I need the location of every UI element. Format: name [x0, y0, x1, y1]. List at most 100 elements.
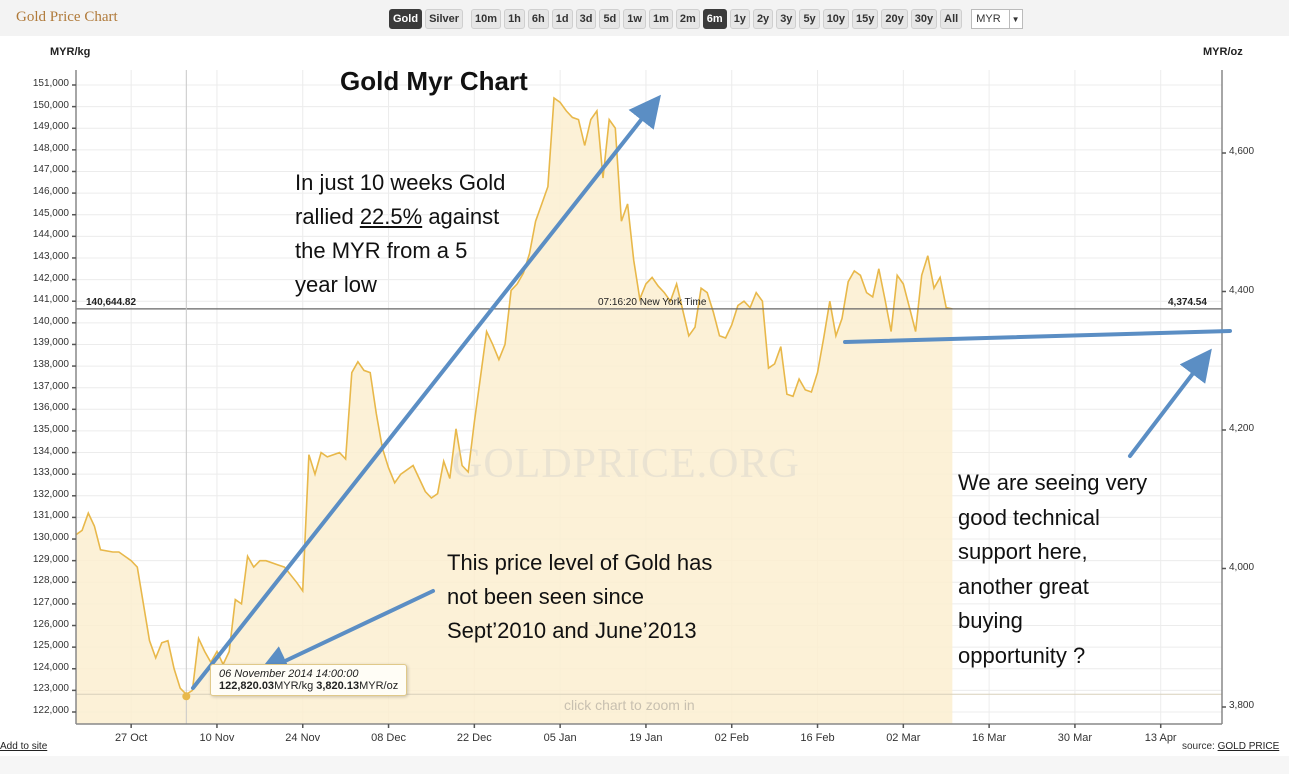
tooltip-date: 06 November 2014 14:00:00 [219, 668, 359, 680]
rally-percent: 22.5% [359, 204, 423, 229]
range-button-1d[interactable]: 1d [551, 9, 573, 29]
y-tick-label: 128,000 [32, 575, 69, 587]
range-button-30y[interactable]: 30y [910, 9, 938, 29]
annotation-rally-line: the MYR from a 5 [295, 238, 468, 263]
rally-arrow [191, 94, 661, 690]
y-tick-label: 150,000 [32, 99, 69, 111]
range-button-6h[interactable]: 6h [527, 9, 549, 29]
annotation-support: We are seeing very good technical suppor… [958, 466, 1147, 673]
range-button-1w[interactable]: 1w [623, 9, 646, 29]
range-button-10y[interactable]: 10y [822, 9, 850, 29]
annotation-level-line: not been seen since [447, 584, 644, 609]
range-button-1y[interactable]: 1y [729, 9, 750, 29]
tooltip-kg-unit: MYR/kg [274, 680, 314, 692]
y-tick-label: 135,000 [32, 423, 69, 435]
annotation-support-line: another great [958, 573, 1089, 599]
annotation-support-line: opportunity ? [958, 642, 1086, 668]
y-tick-label: 122,000 [32, 705, 69, 716]
range-button-2m[interactable]: 2m [675, 9, 700, 29]
x-tick-label: 27 Oct [114, 732, 148, 744]
range-button-3y[interactable]: 3y [776, 9, 797, 29]
range-button-1h[interactable]: 1h [504, 9, 525, 29]
add-to-site-link[interactable]: Add to site [0, 741, 48, 752]
y-tick-label: 127,000 [32, 596, 69, 608]
y-tick-label: 137,000 [32, 380, 69, 392]
y-tick-label: 145,000 [32, 207, 69, 219]
y-tick-label: 146,000 [32, 186, 69, 198]
price-area [76, 98, 953, 724]
x-tick-label: 16 Mar [971, 732, 1007, 744]
range-button-15y[interactable]: 15y [852, 9, 879, 29]
y-tick-label: 144,000 [32, 229, 69, 241]
y-right-tick-label: 3,800 [1229, 700, 1255, 711]
annotation-level-line: This price level of Gold has [447, 550, 713, 575]
annotation-level-line: Sept’2010 and June’2013 [447, 618, 697, 643]
range-button-20y[interactable]: 20y [881, 9, 908, 29]
range-button-group: 10m 1h 6h 1d 3d 5d 1w 1m 2m 6m 1y 2y 3y 5y 10y 15y 20y 30… [471, 9, 963, 29]
x-tick-label: 19 Jan [629, 732, 663, 744]
y-tick-label: 129,000 [32, 553, 69, 565]
tooltip-oz-value: 3,820.13 [316, 680, 360, 692]
range-button-5d[interactable]: 5d [599, 9, 621, 29]
currency-select-value: MYR [976, 13, 1001, 25]
annotation-support-line: good technical [958, 504, 1100, 530]
y-tick-label: 123,000 [32, 683, 69, 695]
tooltip-values: 122,820.03MYR/kg 3,820.13MYR/oz [219, 680, 398, 692]
y-right-tick-label: 4,000 [1229, 561, 1255, 573]
top-bar: Gold Price Chart Gold Silver 10m 1h 6h 1d 3d… [0, 0, 1289, 36]
y-tick-label: 130,000 [32, 532, 69, 544]
support-line [843, 329, 1232, 344]
metal-button-silver[interactable]: Silver [425, 9, 464, 29]
range-button-10m[interactable]: 10m [471, 9, 502, 29]
toolbar: Gold Silver 10m 1h 6h 1d 3d 5d 1w 1m 2m 6m 1y 2y 3y 5… [389, 9, 1023, 29]
annotation-price-level: This price level of Gold has not been se… [447, 546, 712, 648]
annotation-rally-line: year low [295, 272, 377, 297]
y-tick-label: 149,000 [32, 121, 69, 133]
chart-title: Gold Myr Chart [340, 66, 528, 96]
metal-button-gold[interactable]: Gold [389, 9, 423, 29]
currency-select[interactable]: MYR ▼ [971, 9, 1023, 29]
range-button-3d[interactable]: 3d [575, 9, 597, 29]
annotation-text: against [422, 204, 500, 229]
y-tick-label: 141,000 [32, 294, 69, 306]
y-tick-label: 148,000 [32, 142, 69, 154]
annotation-rally-line: rallied 22.5% against [295, 200, 505, 234]
y-tick-label: 139,000 [32, 337, 69, 349]
range-button-2y[interactable]: 2y [752, 9, 774, 29]
y-tick-label: 125,000 [32, 640, 69, 652]
annotation-rally: In just 10 weeks Gold rallied 22.5% agai… [295, 166, 505, 302]
x-tick-label: 02 Mar [886, 732, 921, 744]
price-tooltip: 06 November 2014 14:00:00 122,820.03MYR/… [210, 664, 408, 696]
range-button-all[interactable]: All [940, 9, 963, 29]
y-tick-label: 133,000 [32, 467, 69, 479]
chevron-down-icon[interactable]: ▼ [1008, 10, 1022, 28]
y-right-tick-label: 4,400 [1229, 284, 1255, 296]
y-tick-label: 124,000 [32, 661, 69, 673]
y-tick-label: 132,000 [32, 488, 69, 500]
zoom-hint: click chart to zoom in [564, 697, 695, 713]
range-button-6m[interactable]: 6m [702, 9, 727, 29]
bottom-bar [0, 756, 1289, 774]
left-axis-unit: MYR/kg [50, 46, 91, 58]
x-tick-label: 22 Dec [456, 732, 492, 744]
y-tick-label: 151,000 [32, 78, 69, 89]
y-tick-label: 143,000 [32, 250, 69, 262]
y-tick-label: 138,000 [32, 359, 69, 371]
y-right-tick-label: 4,600 [1229, 146, 1255, 157]
y-tick-label: 147,000 [32, 164, 69, 176]
watermark: GOLDPRICE.ORG [452, 441, 800, 487]
annotation-support-line: buying [958, 608, 1023, 633]
range-button-1m[interactable]: 1m [648, 9, 673, 29]
x-tick-label: 30 Mar [1057, 732, 1093, 744]
y-tick-label: 142,000 [32, 272, 69, 284]
annotation-support-line: support here, [958, 539, 1088, 564]
source-prefix: source: [1182, 741, 1218, 752]
tooltip-kg-value: 122,820.03 [219, 680, 275, 692]
annotation-support-line: We are seeing very [958, 470, 1148, 495]
annotation-rally-line: In just 10 weeks Gold [295, 170, 506, 195]
source-link[interactable]: GOLD PRICE [1217, 741, 1280, 752]
annotation-text: rallied [295, 204, 360, 229]
x-tick-label: 02 Feb [714, 732, 749, 744]
range-button-5y[interactable]: 5y [799, 9, 820, 29]
